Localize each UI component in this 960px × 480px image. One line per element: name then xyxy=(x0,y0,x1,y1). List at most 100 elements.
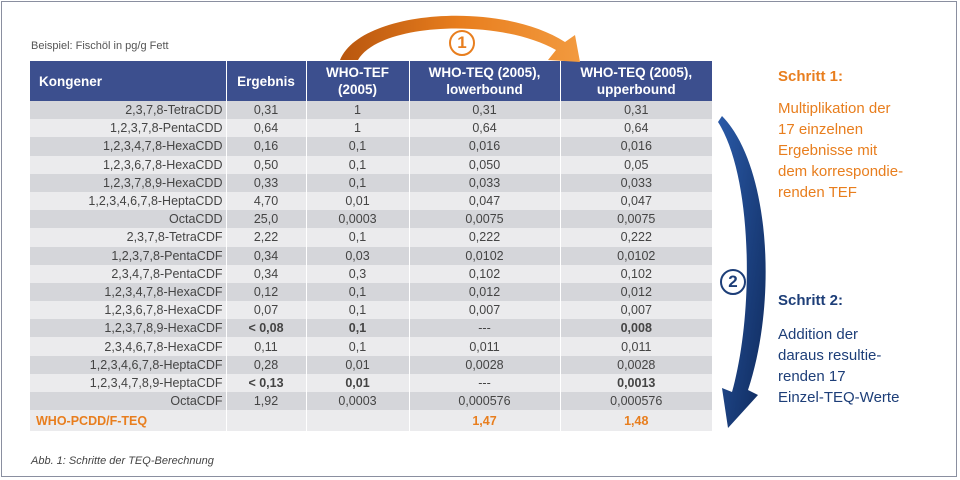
kongener-cell: 1,2,3,4,6,7,8-HeptaCDF xyxy=(30,355,227,374)
ergebnis-cell: < 0,13 xyxy=(226,373,307,392)
ergebnis-cell: 0,28 xyxy=(226,355,307,374)
header-ergebnis: Ergebnis xyxy=(226,61,307,101)
teq-lower-cell: 0,102 xyxy=(409,264,561,283)
figure-caption: Abb. 1: Schritte der TEQ-Berechnung xyxy=(31,455,214,467)
teq-lower-cell: 0,016 xyxy=(409,137,561,156)
ergebnis-cell: 0,64 xyxy=(226,119,307,138)
table-row: 2,3,4,7,8-PentaCDF 0,34 0,3 0,102 0,102 xyxy=(30,264,712,283)
table-row: 2,3,7,8-TetraCDD 0,31 1 0,31 0,31 xyxy=(30,101,712,120)
step2-line: Addition der xyxy=(778,326,859,343)
kongener-cell: 2,3,4,7,8-PentaCDF xyxy=(30,264,227,283)
table-row: 1,2,3,6,7,8-HexaCDD 0,50 0,1 0,050 0,05 xyxy=(30,155,712,174)
table-row: 2,3,4,6,7,8-HexaCDF 0,11 0,1 0,011 0,011 xyxy=(30,337,712,356)
total-teq-lower: 1,47 xyxy=(409,410,561,432)
tef-cell: 0,1 xyxy=(306,173,410,192)
table-row: 1,2,3,6,7,8-HexaCDF 0,07 0,1 0,007 0,007 xyxy=(30,301,712,320)
ergebnis-cell: 0,34 xyxy=(226,246,307,265)
teq-lower-cell: 0,222 xyxy=(409,228,561,247)
total-row: WHO-PCDD/F-TEQ 1,47 1,48 xyxy=(30,410,712,432)
total-label: WHO-PCDD/F-TEQ xyxy=(30,410,227,432)
step1-line: renden TEF xyxy=(778,184,857,201)
table-row: OctaCDF 1,92 0,0003 0,000576 0,000576 xyxy=(30,392,712,411)
step2-line: daraus resultie- xyxy=(778,347,882,364)
tef-cell: 0,1 xyxy=(306,228,410,247)
teq-upper-cell: 0,033 xyxy=(560,173,712,192)
kongener-cell: 2,3,4,6,7,8-HexaCDF xyxy=(30,337,227,356)
total-teq-upper: 1,48 xyxy=(560,410,712,432)
ergebnis-cell: 0,07 xyxy=(226,301,307,320)
teq-lower-cell: 0,0075 xyxy=(409,210,561,229)
step1-description: Multiplikation der 17 einzelnen Ergebnis… xyxy=(778,98,948,203)
teq-lower-cell: --- xyxy=(409,319,561,338)
teq-upper-cell: 0,64 xyxy=(560,119,712,138)
kongener-cell: OctaCDD xyxy=(30,210,227,229)
tef-cell: 0,01 xyxy=(306,373,410,392)
kongener-cell: OctaCDF xyxy=(30,392,227,411)
tef-cell: 0,03 xyxy=(306,246,410,265)
total-tef xyxy=(306,410,410,432)
tef-cell: 0,0003 xyxy=(306,210,410,229)
step2-description: Addition der daraus resultie- renden 17 … xyxy=(778,324,948,408)
teq-table: Kongener Ergebnis WHO-TEF (2005) WHO-TEQ … xyxy=(30,61,712,432)
tef-cell: 1 xyxy=(306,119,410,138)
step1-line: 17 einzelnen xyxy=(778,121,864,138)
teq-upper-cell: 0,0013 xyxy=(560,373,712,392)
tef-cell: 0,1 xyxy=(306,155,410,174)
teq-upper-cell: 0,102 xyxy=(560,264,712,283)
table-row: 1,2,3,7,8,9-HexaCDF < 0,08 0,1 --- 0,008 xyxy=(30,319,712,338)
table-row: 1,2,3,7,8,9-HexaCDD 0,33 0,1 0,033 0,033 xyxy=(30,173,712,192)
teq-upper-cell: 0,007 xyxy=(560,301,712,320)
ergebnis-cell: 2,22 xyxy=(226,228,307,247)
kongener-cell: 1,2,3,7,8,9-HexaCDF xyxy=(30,319,227,338)
kongener-cell: 1,2,3,7,8-PentaCDF xyxy=(30,246,227,265)
tef-cell: 1 xyxy=(306,101,410,120)
total-ergebnis xyxy=(226,410,307,432)
header-teq-lowerbound: WHO-TEQ (2005), lowerbound xyxy=(409,61,561,101)
ergebnis-cell: 0,50 xyxy=(226,155,307,174)
tef-cell: 0,01 xyxy=(306,355,410,374)
teq-upper-cell: 0,222 xyxy=(560,228,712,247)
kongener-cell: 1,2,3,7,8-PentaCDD xyxy=(30,119,227,138)
table-row: 1,2,3,4,7,8-HexaCDD 0,16 0,1 0,016 0,016 xyxy=(30,137,712,156)
ergebnis-cell: 0,34 xyxy=(226,264,307,283)
teq-lower-cell: 0,033 xyxy=(409,173,561,192)
teq-upper-cell: 0,008 xyxy=(560,319,712,338)
teq-upper-cell: 0,05 xyxy=(560,155,712,174)
teq-lower-cell: 0,64 xyxy=(409,119,561,138)
step2-title: Schritt 2: xyxy=(778,292,844,309)
kongener-cell: 1,2,3,4,7,8-HexaCDD xyxy=(30,137,227,156)
teq-lower-cell: 0,012 xyxy=(409,282,561,302)
ergebnis-cell: 0,16 xyxy=(226,137,307,156)
table-row: 1,2,3,4,7,8-HexaCDF 0,12 0,1 0,012 0,012 xyxy=(30,282,712,302)
kongener-cell: 2,3,7,8-TetraCDF xyxy=(30,228,227,247)
teq-lower-cell: 0,31 xyxy=(409,101,561,120)
header-teq-upperbound: WHO-TEQ (2005), upperbound xyxy=(560,61,712,101)
teq-upper-cell: 0,0075 xyxy=(560,210,712,229)
table-row: 1,2,3,4,7,8,9-HeptaCDF < 0,13 0,01 --- 0,001… xyxy=(30,373,712,392)
teq-lower-cell: 0,047 xyxy=(409,191,561,211)
teq-lower-cell: 0,0102 xyxy=(409,246,561,265)
ergebnis-cell: 1,92 xyxy=(226,392,307,411)
step2-line: Einzel-TEQ-Werte xyxy=(778,389,900,406)
teq-upper-cell: 0,012 xyxy=(560,282,712,302)
tef-cell: 0,3 xyxy=(306,264,410,283)
sample-caption: Beispiel: Fischöl in pg/g Fett xyxy=(31,40,169,52)
tef-cell: 0,1 xyxy=(306,337,410,356)
tef-cell: 0,1 xyxy=(306,301,410,320)
kongener-cell: 2,3,7,8-TetraCDD xyxy=(30,101,227,120)
tef-cell: 0,01 xyxy=(306,191,410,211)
step2-arrow xyxy=(718,116,766,428)
teq-lower-cell: --- xyxy=(409,373,561,392)
header-kongener: Kongener xyxy=(30,61,227,101)
teq-lower-cell: 0,0028 xyxy=(409,355,561,374)
table-header-row: Kongener Ergebnis WHO-TEF (2005) WHO-TEQ … xyxy=(30,61,712,101)
tef-cell: 0,1 xyxy=(306,319,410,338)
step2-badge: 2 xyxy=(720,269,746,295)
teq-upper-cell: 0,31 xyxy=(560,101,712,120)
teq-upper-cell: 0,016 xyxy=(560,137,712,156)
ergebnis-cell: 0,11 xyxy=(226,337,307,356)
step1-title: Schritt 1: xyxy=(778,68,844,85)
teq-upper-cell: 0,011 xyxy=(560,337,712,356)
